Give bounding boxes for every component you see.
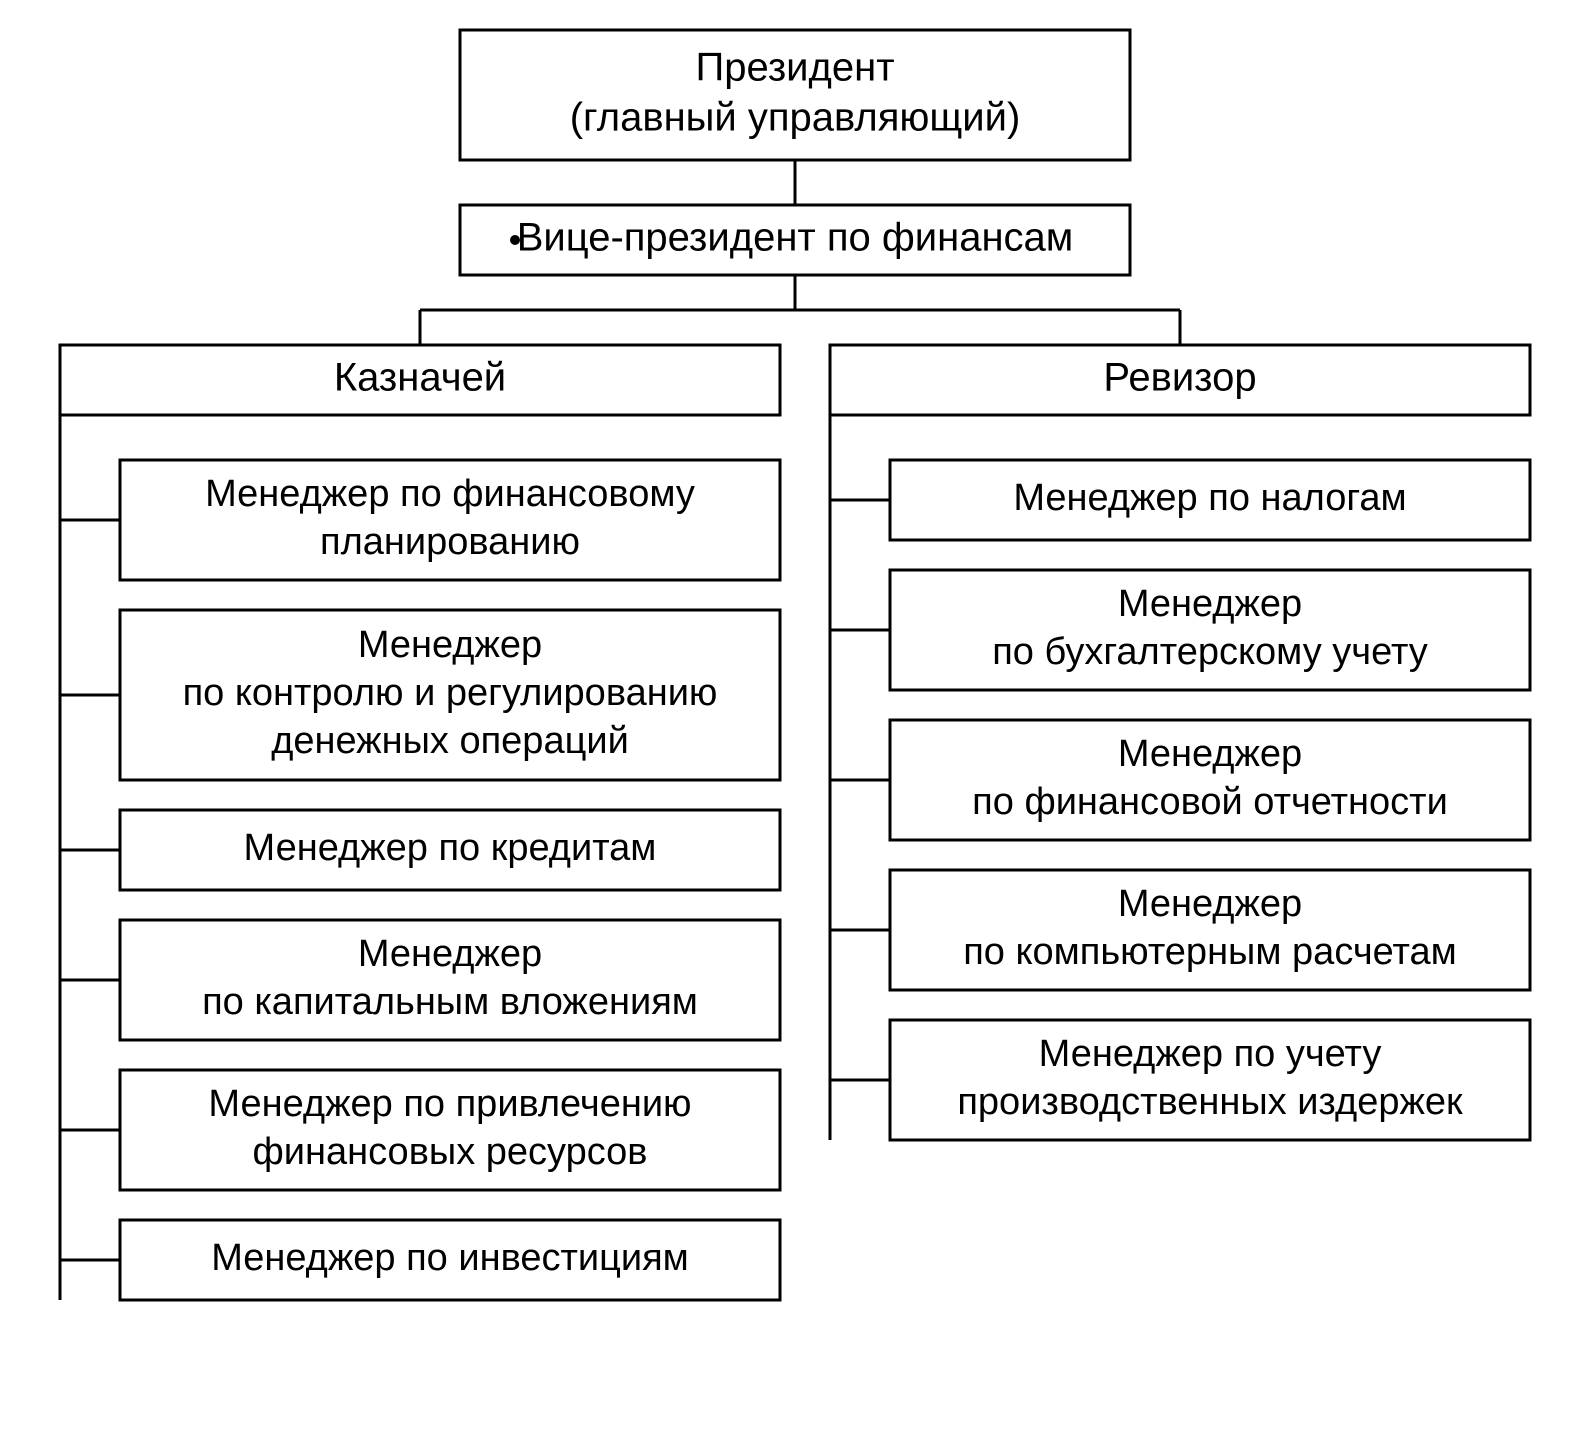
- node-label: финансовых ресурсов: [253, 1131, 648, 1173]
- node-a2: Менеджер по бухгалтерскому учету: [890, 570, 1530, 690]
- node-label: планированию: [320, 521, 580, 563]
- node-label: Вице-президент по финансам: [517, 216, 1074, 260]
- node-auditor: Ревизор: [830, 345, 1530, 415]
- node-label: производственных издержек: [957, 1081, 1463, 1123]
- node-t5: Менеджер по привлечению финансовых ресурс…: [120, 1070, 780, 1190]
- node-label: Менеджер по налогам: [1013, 477, 1406, 519]
- node-label: по контролю и регулированию: [183, 672, 718, 714]
- node-a5: Менеджер по учету производственных издерж…: [890, 1020, 1530, 1140]
- node-a1: Менеджер по налогам: [890, 460, 1530, 540]
- node-t3: Менеджер по кредитам: [120, 810, 780, 890]
- node-label: Менеджер: [1118, 883, 1302, 925]
- node-t4: Менеджер по капитальным вложениям: [120, 920, 780, 1040]
- org-chart: Президент (главный управляющий) Вице-прези…: [0, 0, 1590, 1446]
- node-label: по компьютерным расчетам: [963, 931, 1457, 973]
- node-label: Президент: [695, 46, 894, 90]
- node-label: Менеджер по финансовому: [205, 473, 695, 515]
- node-label: Менеджер: [358, 933, 542, 975]
- node-label: Менеджер по кредитам: [244, 827, 657, 869]
- node-president: Президент (главный управляющий): [460, 30, 1130, 160]
- node-treasurer: Казначей: [60, 345, 780, 415]
- node-label: Менеджер по инвестициям: [211, 1237, 689, 1279]
- node-vp: Вице-президент по финансам: [460, 205, 1130, 275]
- node-t6: Менеджер по инвестициям: [120, 1220, 780, 1300]
- node-label: (главный управляющий): [570, 96, 1021, 140]
- node-label: по бухгалтерскому учету: [992, 631, 1428, 673]
- node-label: Менеджер по учету: [1039, 1033, 1382, 1075]
- node-label: Менеджер: [358, 624, 542, 666]
- node-a4: Менеджер по компьютерным расчетам: [890, 870, 1530, 990]
- node-label: Менеджер по привлечению: [208, 1083, 691, 1125]
- node-label: Казначей: [334, 356, 506, 400]
- bullet-icon: [510, 235, 520, 245]
- node-t1: Менеджер по финансовому планированию: [120, 460, 780, 580]
- node-label: Менеджер: [1118, 733, 1302, 775]
- node-t2: Менеджер по контролю и регулированию денеж…: [120, 610, 780, 780]
- node-label: Менеджер: [1118, 583, 1302, 625]
- node-label: по финансовой отчетности: [972, 781, 1448, 823]
- node-label: денежных операций: [271, 720, 629, 762]
- node-label: Ревизор: [1103, 356, 1256, 400]
- node-label: по капитальным вложениям: [202, 981, 698, 1023]
- node-a3: Менеджер по финансовой отчетности: [890, 720, 1530, 840]
